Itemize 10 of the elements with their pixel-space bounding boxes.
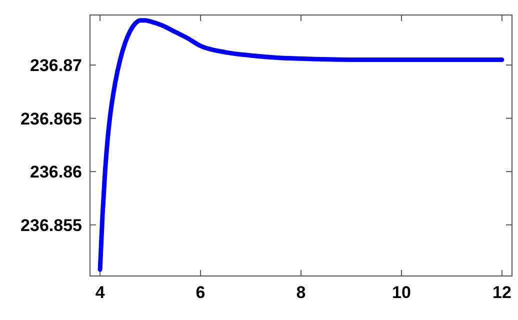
line-series [98, 18, 504, 272]
y-tick-label: 236.855 [20, 216, 82, 235]
y-tick-label: 236.86 [30, 162, 82, 182]
x-tick-label: 8 [296, 283, 306, 302]
x-tick-label: 12 [492, 283, 512, 302]
x-tick-label: 10 [392, 283, 411, 302]
x-tick-label: 6 [196, 283, 206, 302]
y-tick-label: 236.865 [20, 109, 82, 128]
x-tick-label: 4 [95, 283, 106, 302]
y-tick-label: 236.87 [30, 56, 82, 76]
